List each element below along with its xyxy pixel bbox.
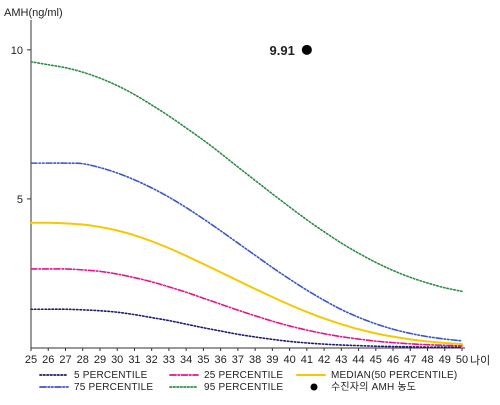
x-tick-label: 45 [370,354,382,366]
series-lines [30,60,463,349]
legend-point-swatch [310,383,318,391]
x-tick-label: 44 [352,354,364,366]
y-tick-label: 5 [17,194,23,206]
x-tick-label: 27 [59,354,71,366]
x-tick-label: 34 [180,354,192,366]
legend-label: 5 PERCENTILE [74,370,148,381]
x-tick-label: 32 [146,354,158,366]
series-line-95-percentile [30,60,463,293]
x-tick-label: 25 [25,354,37,366]
x-tick-label: 38 [249,354,261,366]
x-tick-label: 31 [128,354,140,366]
series-line-25-percentile [30,268,463,347]
legend-label: MEDIAN(50 PERCENTILE) [331,370,457,381]
y-ticks: 5 10 [11,45,31,206]
legend-label: 수진자의 AMH 농도 [331,381,416,393]
legend-label: 95 PERCENTILE [204,382,283,393]
legend-item: MEDIAN(50 PERCENTILE) [296,370,457,381]
x-tick-label: 39 [266,354,278,366]
x-tick-label: 42 [318,354,330,366]
x-tick-label: 28 [77,354,89,366]
legend-label: 25 PERCENTILE [204,370,283,381]
legend-item: 75 PERCENTILE [39,382,153,393]
x-tick-label: 29 [94,354,106,366]
y-axis-title: AMH(ng/ml) [4,7,63,19]
patient-amh-value-label: 9.91 [270,43,295,58]
x-tick-label: 41 [301,354,313,366]
x-tick-label: 49 [439,354,451,366]
x-tick-label: 36 [215,354,227,366]
x-tick-label: 46 [387,354,399,366]
x-tick-label: 50 [456,354,468,366]
patient-amh-point [301,44,312,55]
legend-item: 95 PERCENTILE [169,382,283,393]
legend-label: 75 PERCENTILE [74,382,153,393]
series-line-75-percentile [30,162,463,342]
legend-item: 5 PERCENTILE [39,370,148,381]
x-tick-label: 47 [404,354,416,366]
x-tick-label: 33 [163,354,175,366]
y-tick-label: 10 [11,45,23,57]
x-tick-label: 48 [421,354,433,366]
x-tick-label: 35 [197,354,209,366]
x-tick-label: 37 [232,354,244,366]
data-point: 9.91 [270,43,312,58]
x-tick-label: 30 [111,354,123,366]
x-ticks: 25 26 27 28 29 30 31 32 33 34 35 36 37 38 39 40 41 42 43 44… [25,348,468,366]
legend-item: 수진자의 AMH 농도 [310,381,416,393]
x-tick-label: 40 [283,354,295,366]
x-axis-title: 나이 [470,354,490,367]
series-line-5-percentile [30,308,463,349]
x-tick-label: 26 [42,354,54,366]
x-tick-label: 43 [335,354,347,366]
legend-item: 25 PERCENTILE [169,370,283,381]
series-line-median-50-percentile [30,221,463,346]
